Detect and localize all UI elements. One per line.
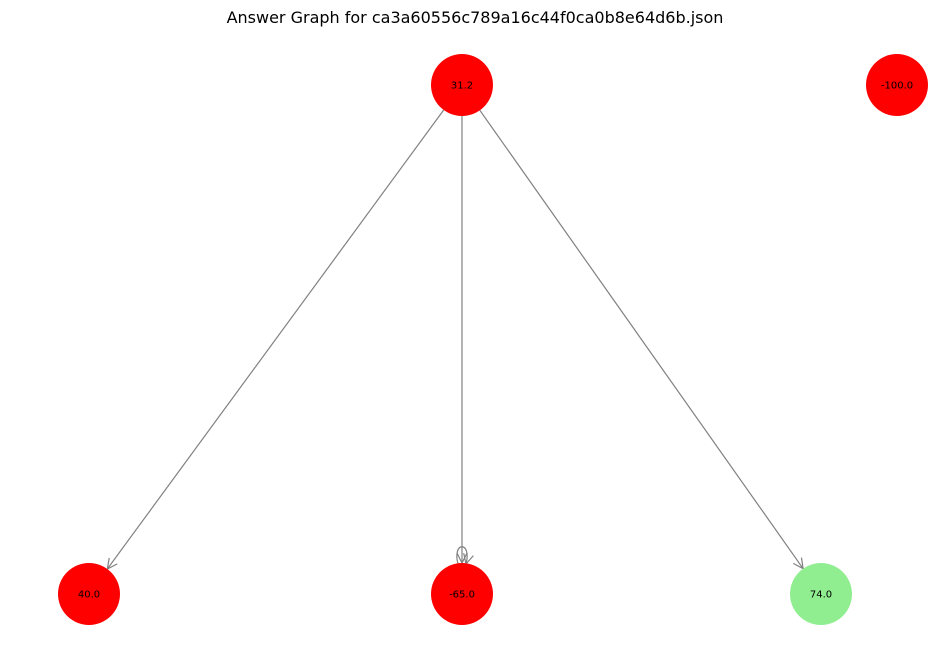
edge-n_top-to-n_right <box>479 109 803 568</box>
graph-node-mid: -65.0 <box>431 563 493 625</box>
graph-node-left: 40.0 <box>58 563 120 625</box>
node-circle <box>431 563 493 625</box>
node-label: 31.2 <box>451 81 473 92</box>
edge-n_mid-to-n_mid <box>456 546 467 564</box>
graph-node-iso: -100.0 <box>866 54 928 116</box>
node-circle <box>866 54 928 116</box>
nodes-layer: 31.2 -100.0 40.0 -65.0 74.0 <box>58 54 928 625</box>
node-label: 40.0 <box>78 590 100 601</box>
node-circle <box>431 54 493 116</box>
edge-n_top-to-n_left <box>107 109 445 569</box>
node-label: -100.0 <box>881 81 913 92</box>
node-circle <box>790 563 852 625</box>
node-label: -65.0 <box>449 590 475 601</box>
edges-layer <box>107 109 803 569</box>
graph-node-top: 31.2 <box>431 54 493 116</box>
graph-node-right: 74.0 <box>790 563 852 625</box>
node-label: 74.0 <box>810 590 832 601</box>
graph-title: Answer Graph for ca3a60556c789a16c44f0ca… <box>227 8 724 27</box>
node-circle <box>58 563 120 625</box>
